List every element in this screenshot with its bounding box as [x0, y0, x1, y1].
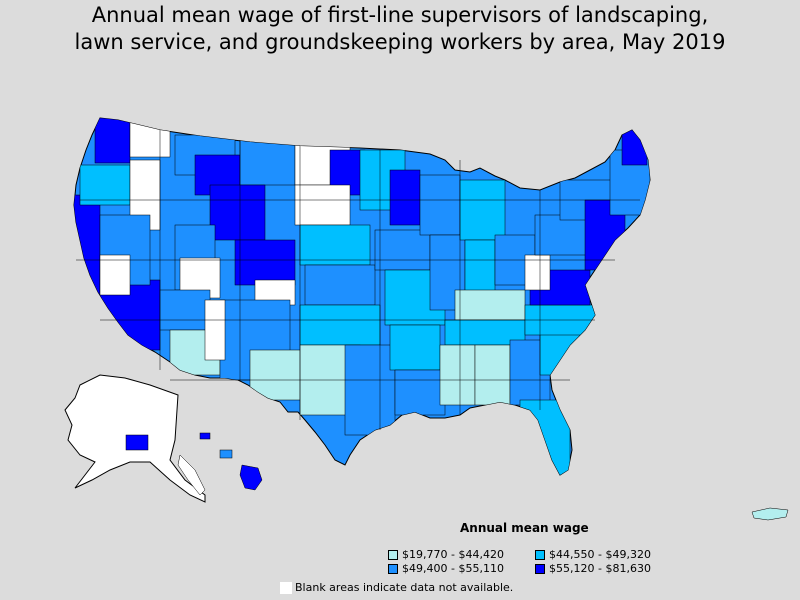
- legend-label-3: $49,400 - $55,110: [402, 562, 504, 575]
- legend-label-1: $19,770 - $44,420: [402, 548, 504, 561]
- region-mississippi: [439, 344, 476, 406]
- legend-item-1: $19,770 - $44,420: [388, 548, 504, 561]
- puerto-rico-shape: [751, 507, 789, 521]
- region-arkansas: [389, 324, 441, 371]
- map-title-line-2: lawn service, and groundskeeping workers…: [74, 30, 726, 54]
- region-arizona-north: [159, 289, 211, 331]
- map-title: Annual mean wage of first-line superviso…: [0, 2, 800, 56]
- area-boundaries: [76, 130, 640, 430]
- region-florida: [519, 399, 571, 475]
- region-indiana: [464, 239, 496, 296]
- legend-item-2: $44,550 - $49,320: [535, 548, 651, 561]
- alaska-southeast: [177, 454, 206, 496]
- region-montana-east: [239, 139, 296, 186]
- legend-swatch-2: [535, 549, 545, 560]
- region-pennsylvania: [534, 214, 591, 256]
- legend-swatch-1: [388, 549, 398, 560]
- legend-label-4: $55,120 - $81,630: [549, 562, 651, 575]
- region-kansas: [304, 264, 376, 306]
- legend-title: Annual mean wage: [460, 521, 589, 535]
- region-colorado: [234, 239, 296, 286]
- region-washington-west: [94, 118, 131, 164]
- legend-swatch-4: [535, 563, 545, 574]
- legend-swatch-3: [388, 563, 398, 574]
- puerto-rico: [751, 507, 789, 521]
- region-louisiana: [394, 369, 446, 416]
- region-nevada-south: [99, 254, 131, 296]
- region-michigan: [459, 179, 506, 241]
- hawaii-maui: [219, 449, 233, 459]
- region-wisconsin: [419, 174, 461, 236]
- region-south-carolina: [539, 329, 581, 376]
- legend-item-3: $49,400 - $55,110: [388, 562, 504, 575]
- hawaii-big-island: [239, 464, 263, 491]
- blank-areas-note: Blank areas indicate data not available.: [280, 581, 513, 594]
- hawaii-oahu: [199, 432, 211, 440]
- region-minnesota-east: [389, 169, 421, 226]
- region-south-dakota: [294, 184, 351, 226]
- region-alabama: [474, 344, 511, 406]
- region-nebraska: [299, 224, 371, 266]
- hawaii: [199, 432, 263, 491]
- region-oregon: [79, 164, 131, 206]
- region-texas-east: [344, 344, 396, 436]
- region-oklahoma: [299, 304, 381, 346]
- blank-swatch: [280, 581, 292, 594]
- region-west-virginia: [524, 254, 551, 291]
- legend-label-2: $44,550 - $49,320: [549, 548, 651, 561]
- region-kentucky: [454, 289, 526, 321]
- region-wyoming: [209, 184, 266, 241]
- map-title-line-1: Annual mean wage of first-line superviso…: [91, 3, 709, 27]
- region-new-mexico-west: [204, 299, 226, 361]
- alaska-anchorage: [125, 434, 149, 451]
- region-iowa: [374, 229, 431, 271]
- legend-item-4: $55,120 - $81,630: [535, 562, 651, 575]
- blank-areas-note-text: Blank areas indicate data not available.: [295, 581, 514, 594]
- alaska: [64, 374, 206, 503]
